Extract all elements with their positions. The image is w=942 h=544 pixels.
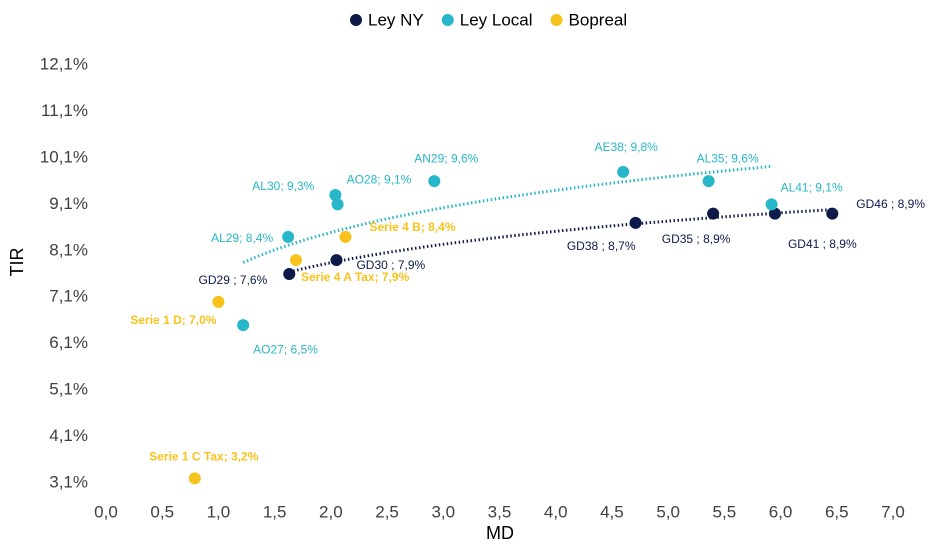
x-tick-label: 5,0 bbox=[656, 502, 680, 521]
data-label: AL35; 9,6% bbox=[697, 151, 759, 165]
x-tick-label: 0,5 bbox=[150, 502, 174, 521]
y-tick-label: 10,1% bbox=[40, 147, 88, 166]
x-tick-label: 3,5 bbox=[488, 502, 512, 521]
point bbox=[330, 254, 343, 267]
point bbox=[282, 230, 295, 243]
x-tick-label: 3,0 bbox=[431, 502, 455, 521]
point bbox=[629, 216, 642, 229]
x-tick-label: 2,5 bbox=[375, 502, 399, 521]
data-label: GD30 ; 7,9% bbox=[356, 258, 425, 272]
point bbox=[283, 268, 296, 280]
data-label: AO28; 9,1% bbox=[347, 173, 412, 187]
x-axis-title: MD bbox=[486, 523, 514, 543]
y-tick-label: 9,1% bbox=[49, 194, 88, 213]
data-label: GD29 ; 7,6% bbox=[199, 273, 268, 287]
data-label: AN29; 9,6% bbox=[414, 151, 478, 165]
data-label: AL30; 9,3% bbox=[252, 179, 314, 193]
data-label: Serie 1 D; 7,0% bbox=[130, 313, 216, 327]
legend-label: Bopreal bbox=[569, 10, 628, 29]
trendline bbox=[288, 208, 833, 274]
point bbox=[428, 175, 441, 188]
trendline bbox=[242, 164, 772, 264]
data-label: AE38; 9,8% bbox=[594, 140, 658, 154]
x-tick-label: 4,0 bbox=[544, 502, 568, 521]
x-tick-label: 6,0 bbox=[769, 502, 793, 521]
data-label: Serie 1 C Tax; 3,2% bbox=[149, 450, 258, 464]
y-tick-label: 3,1% bbox=[49, 472, 88, 491]
x-tick-label: 1,5 bbox=[263, 502, 287, 521]
data-label: Serie 4 A Tax; 7,9% bbox=[301, 270, 410, 284]
legend-marker bbox=[441, 14, 454, 26]
point bbox=[768, 207, 781, 220]
y-tick-label: 8,1% bbox=[49, 240, 88, 259]
data-label: GD41 ; 8,9% bbox=[788, 237, 857, 251]
point bbox=[826, 207, 839, 220]
data-label: GD46 ; 8,9% bbox=[856, 197, 925, 211]
point bbox=[339, 230, 352, 243]
point bbox=[188, 472, 201, 485]
data-label: AL41; 9,1% bbox=[781, 181, 843, 195]
point bbox=[765, 198, 778, 211]
y-tick-label: 4,1% bbox=[49, 426, 88, 445]
x-tick-label: 2,0 bbox=[319, 502, 343, 521]
x-tick-label: 7,0 bbox=[881, 502, 905, 521]
y-tick-label: 6,1% bbox=[49, 333, 88, 352]
point bbox=[702, 175, 715, 188]
y-tick-label: 12,1% bbox=[40, 54, 88, 73]
point bbox=[331, 198, 344, 211]
data-label: AO27; 6,5% bbox=[253, 342, 318, 356]
y-tick-label: 5,1% bbox=[49, 380, 88, 399]
data-label: Serie 4 B; 8,4% bbox=[369, 220, 455, 234]
point bbox=[237, 319, 250, 332]
point bbox=[212, 295, 225, 308]
legend-label: Ley Local bbox=[460, 10, 533, 29]
y-tick-label: 11,1% bbox=[41, 101, 88, 120]
legend-label: Ley NY bbox=[368, 10, 424, 29]
y-tick-label: 7,1% bbox=[49, 287, 88, 306]
point bbox=[329, 189, 342, 202]
x-tick-label: 5,5 bbox=[713, 502, 737, 521]
data-label: GD35 ; 8,9% bbox=[662, 232, 731, 246]
point bbox=[290, 254, 303, 267]
x-tick-label: 1,0 bbox=[207, 502, 231, 521]
data-label: GD38 ; 8,7% bbox=[567, 239, 636, 253]
x-tick-label: 6,5 bbox=[825, 502, 849, 521]
data-label: AL29; 8,4% bbox=[211, 231, 273, 245]
x-tick-label: 4,5 bbox=[600, 502, 624, 521]
x-tick-label: 0,0 bbox=[94, 502, 118, 521]
y-axis-title: TIR bbox=[7, 248, 27, 277]
legend-marker bbox=[550, 14, 563, 26]
point bbox=[617, 165, 630, 178]
point bbox=[707, 207, 720, 220]
legend-marker bbox=[350, 14, 362, 26]
